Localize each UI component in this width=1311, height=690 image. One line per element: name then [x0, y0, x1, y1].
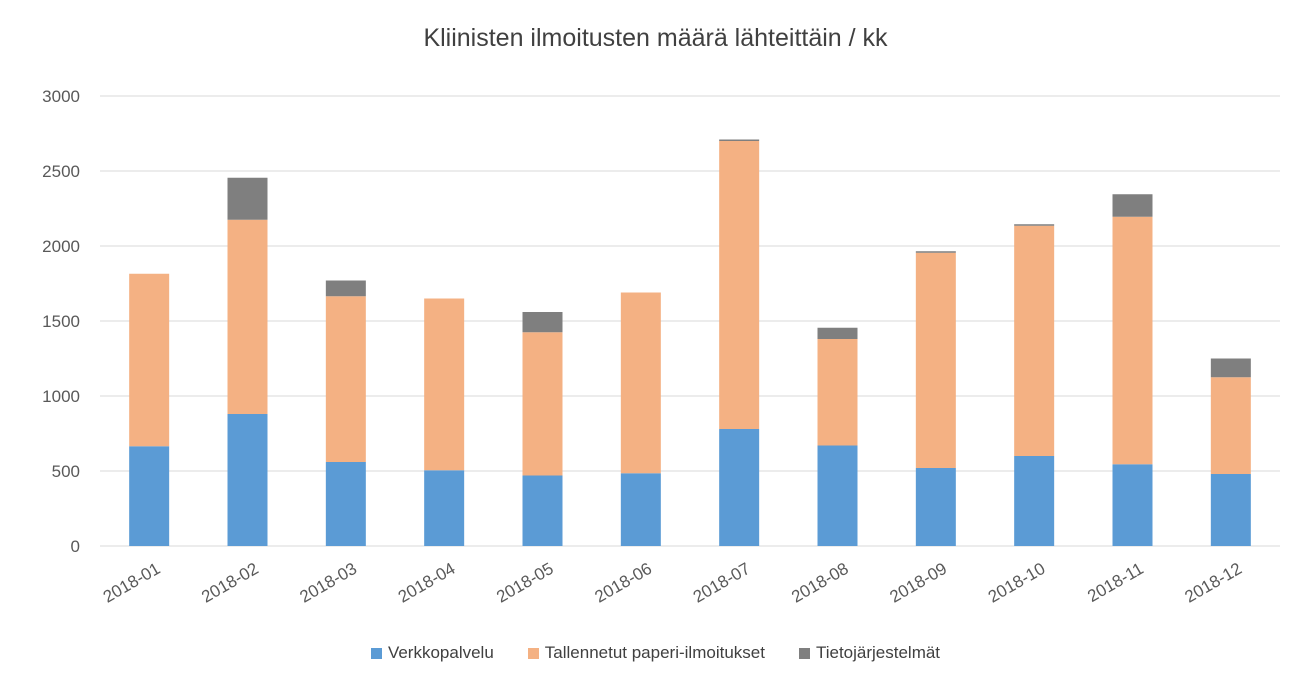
y-tick-label-2000: 2000 [42, 237, 80, 256]
x-tick-label-2018-10: 2018-10 [985, 559, 1049, 607]
y-tick-label-1000: 1000 [42, 387, 80, 406]
bar-tallennetut-paperi-ilmoitukset-2018-02 [227, 219, 268, 414]
x-tick-label-2018-04: 2018-04 [395, 559, 459, 607]
y-axis-ticks: 0 500 1000 1500 2000 2500 3000 [42, 87, 80, 556]
x-tick-label-2018-11: 2018-11 [1084, 559, 1146, 606]
legend-swatch-paperi [527, 647, 539, 659]
bar-tietojarjestelmat-2018-09 [915, 251, 956, 253]
x-tick-label-2018-01: 2018-01 [100, 559, 164, 607]
bar-tallennetut-paperi-ilmoitukset-2018-10 [1014, 225, 1055, 456]
bar-tallennetut-paperi-ilmoitukset-2018-03 [325, 296, 366, 462]
bar-tallennetut-paperi-ilmoitukset-2018-08 [817, 339, 858, 446]
x-tick-label-2018-07: 2018-07 [690, 559, 754, 607]
bar-tietojarjestelmat-2018-08 [817, 327, 858, 339]
bar-verkkopalvelu-2018-05 [522, 475, 563, 546]
y-tick-label-2500: 2500 [42, 162, 80, 181]
bar-verkkopalvelu-2018-12 [1210, 474, 1251, 546]
bar-tallennetut-paperi-ilmoitukset-2018-04 [424, 298, 465, 471]
y-tick-label-1500: 1500 [42, 312, 80, 331]
bar-verkkopalvelu-2018-11 [1112, 464, 1153, 546]
bar-tietojarjestelmat-2018-12 [1210, 358, 1251, 378]
chart-title: Kliinisten ilmoitusten määrä lähteittäin… [423, 24, 888, 52]
x-tick-label-2018-09: 2018-09 [887, 559, 951, 607]
legend-item-verkkopalvelu: Verkkopalvelu [370, 643, 494, 663]
legend: Verkkopalvelu Tallennetut paperi-ilmoitu… [0, 643, 1311, 663]
legend-swatch-tietojarjestelmat [798, 647, 810, 659]
bar-verkkopalvelu-2018-09 [915, 468, 956, 546]
bar-verkkopalvelu-2018-04 [424, 470, 465, 546]
x-tick-label-2018-05: 2018-05 [493, 559, 557, 607]
bar-tietojarjestelmat-2018-05 [522, 312, 563, 333]
bar-tallennetut-paperi-ilmoitukset-2018-05 [522, 332, 563, 476]
legend-item-paperi: Tallennetut paperi-ilmoitukset [527, 643, 765, 663]
x-tick-label-2018-08: 2018-08 [788, 559, 852, 607]
legend-swatch-verkkopalvelu [370, 647, 382, 659]
bar-tietojarjestelmat-2018-10 [1014, 224, 1055, 226]
bar-tallennetut-paperi-ilmoitukset-2018-11 [1112, 216, 1153, 465]
bar-tietojarjestelmat-2018-07 [719, 139, 760, 141]
legend-item-tietojarjestelmat: Tietojärjestelmät [798, 643, 941, 663]
bar-verkkopalvelu-2018-01 [129, 446, 170, 546]
bar-tallennetut-paperi-ilmoitukset-2018-12 [1210, 377, 1251, 474]
y-tick-label-0: 0 [71, 537, 80, 556]
x-tick-label-2018-06: 2018-06 [592, 559, 656, 607]
bar-verkkopalvelu-2018-10 [1014, 456, 1055, 546]
bar-verkkopalvelu-2018-03 [325, 462, 366, 546]
legend-label-tietojarjestelmat: Tietojärjestelmät [815, 643, 941, 662]
gridlines [100, 95, 1280, 547]
bars [129, 139, 1251, 546]
x-tick-label-2018-02: 2018-02 [198, 559, 262, 607]
legend-label-verkkopalvelu: Verkkopalvelu [387, 643, 494, 662]
y-tick-label-3000: 3000 [42, 87, 80, 106]
x-axis-ticks: 2018-01 2018-02 2018-03 2018-04 2018-05 2018-… [100, 559, 1245, 607]
bar-tallennetut-paperi-ilmoitukset-2018-07 [719, 141, 760, 429]
bar-tallennetut-paperi-ilmoitukset-2018-01 [129, 273, 170, 447]
bar-verkkopalvelu-2018-02 [227, 414, 268, 546]
bar-tallennetut-paperi-ilmoitukset-2018-09 [915, 252, 956, 468]
bar-tietojarjestelmat-2018-11 [1112, 194, 1153, 217]
x-tick-label-2018-03: 2018-03 [297, 559, 361, 607]
bar-verkkopalvelu-2018-07 [719, 429, 760, 546]
bar-tallennetut-paperi-ilmoitukset-2018-06 [620, 292, 661, 474]
bar-tietojarjestelmat-2018-02 [227, 177, 268, 220]
bar-verkkopalvelu-2018-08 [817, 445, 858, 546]
bar-verkkopalvelu-2018-06 [620, 473, 661, 546]
legend-label-paperi: Tallennetut paperi-ilmoitukset [544, 643, 765, 662]
bar-tietojarjestelmat-2018-03 [325, 280, 366, 297]
y-tick-label-500: 500 [52, 462, 80, 481]
x-tick-label-2018-12: 2018-12 [1182, 559, 1246, 607]
